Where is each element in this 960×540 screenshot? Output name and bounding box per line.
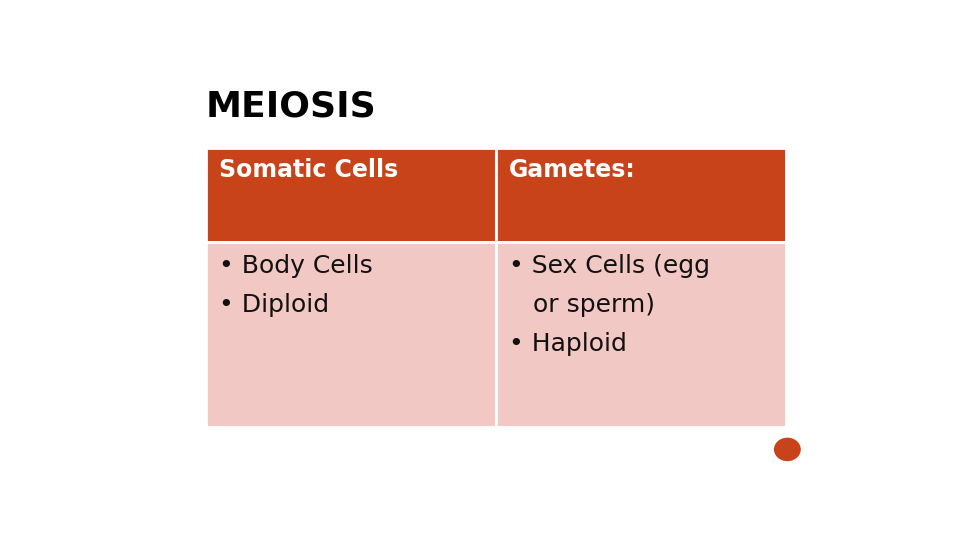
FancyBboxPatch shape <box>205 241 495 427</box>
FancyBboxPatch shape <box>495 241 786 427</box>
Ellipse shape <box>773 437 802 462</box>
FancyBboxPatch shape <box>495 148 786 241</box>
Text: Gametes:: Gametes: <box>509 158 636 183</box>
Text: MEIOSIS: MEIOSIS <box>205 89 376 123</box>
Text: Somatic Cells: Somatic Cells <box>219 158 398 183</box>
Text: • Sex Cells (egg
   or sperm)
• Haploid: • Sex Cells (egg or sperm) • Haploid <box>509 254 710 356</box>
FancyBboxPatch shape <box>205 148 495 241</box>
Text: • Body Cells
• Diploid: • Body Cells • Diploid <box>219 254 372 317</box>
